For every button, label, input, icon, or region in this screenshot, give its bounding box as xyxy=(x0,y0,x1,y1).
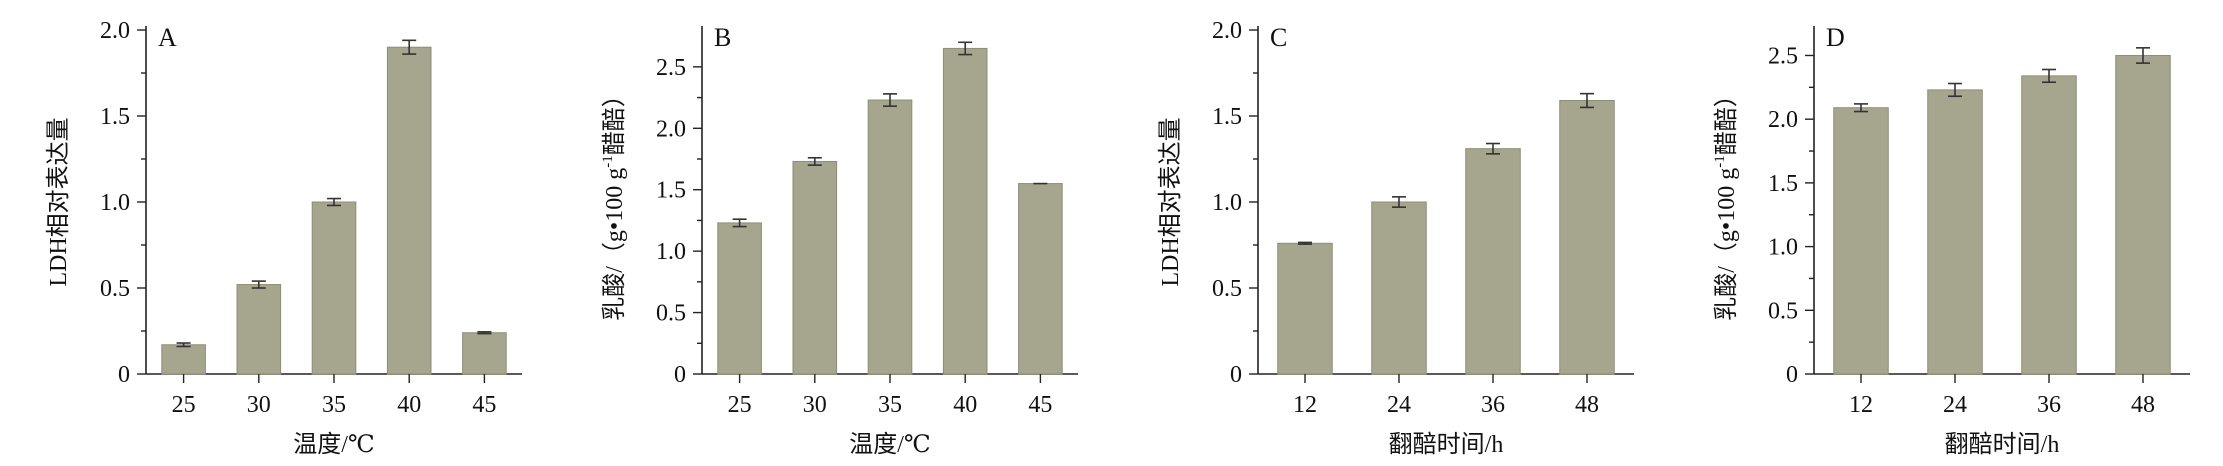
chart-b-bar xyxy=(792,160,838,375)
chart-c-y-axis-title: LDH相对表达量 xyxy=(1157,117,1184,286)
chart-a-bar xyxy=(386,46,432,375)
chart-a-bar xyxy=(236,284,282,375)
chart-b-x-tick-label: 35 xyxy=(878,392,902,418)
chart-d-bar xyxy=(1927,89,1983,375)
chart-a-y-tick-label: 0.5 xyxy=(100,276,130,302)
chart-d-x-tick-label: 48 xyxy=(2131,392,2155,418)
chart-d-y-tick-label: 2.5 xyxy=(1768,43,1798,69)
chart-b-y-tick-label: 2.5 xyxy=(656,55,686,81)
chart-d-y-tick-label: 0.5 xyxy=(1768,298,1798,324)
chart-b-bar xyxy=(717,222,762,375)
chart-a-x-tick-label: 30 xyxy=(247,392,271,418)
chart-d-y-tick-label: 1.5 xyxy=(1768,171,1798,197)
chart-a-bar xyxy=(462,332,507,375)
chart-a-panel-letter: A xyxy=(158,23,177,52)
chart-a-x-axis-title: 温度/℃ xyxy=(293,431,375,458)
chart-a-x-tick-label: 35 xyxy=(322,392,346,418)
chart-b-bar xyxy=(942,47,988,375)
chart-a-y-tick-label: 1.5 xyxy=(100,104,130,130)
chart-b-panel-letter: B xyxy=(714,23,731,52)
chart-panel-b: 0 0.5 1.0 1.5 2.0 2.5 25 30 35 40 45 B 温度/℃ 乳酸/（g•100… xyxy=(556,0,1112,466)
chart-c-x-tick-label: 12 xyxy=(1293,392,1317,418)
chart-a-bar xyxy=(311,201,357,375)
chart-d-x-tick-label: 12 xyxy=(1849,392,1873,418)
chart-c-x-tick-label: 24 xyxy=(1387,392,1411,418)
chart-b-bar xyxy=(1018,183,1063,375)
chart-panel-d: 0 0.5 1.0 1.5 2.0 2.5 12 24 36 48 D 翻醅时间/h 乳酸/（g•100… xyxy=(1668,0,2223,466)
chart-d-bar xyxy=(2115,54,2171,375)
chart-c-y-tick-label: 0 xyxy=(1230,362,1242,388)
chart-b-bar xyxy=(867,99,913,375)
chart-b-y-axis-title-sup: -1 xyxy=(600,155,616,168)
chart-c-svg: 0 0.5 1.0 1.5 2.0 12 24 36 48 C 翻醅时间/h LDH相对表达量 xyxy=(1157,18,1634,458)
chart-c-y-axis-title-main: LDH相对表达量 xyxy=(1157,117,1184,286)
chart-a-x-tick-label: 40 xyxy=(397,392,421,418)
chart-d-svg: 0 0.5 1.0 1.5 2.0 2.5 12 24 36 48 D 翻醅时间/h 乳酸/（g•100… xyxy=(1712,23,2190,458)
chart-c-y-tick-label: 1.0 xyxy=(1212,190,1242,216)
chart-d-x-tick-label: 36 xyxy=(2037,392,2061,418)
chart-b-y-axis-title-tail: 醋醅） xyxy=(601,83,628,155)
chart-b-y-axis-title-main: 乳酸/（g•100 g xyxy=(601,168,628,321)
chart-c-y-tick-label: 0.5 xyxy=(1212,276,1242,302)
chart-d-x-tick-label: 24 xyxy=(1943,392,1967,418)
chart-a-y-tick-label: 0 xyxy=(118,362,130,388)
chart-panel-c: 0 0.5 1.0 1.5 2.0 12 24 36 48 C 翻醅时间/h LDH相对表达量 xyxy=(1112,0,1668,466)
chart-b-x-tick-label: 45 xyxy=(1028,392,1052,418)
chart-c-bar xyxy=(1277,242,1333,375)
chart-b-x-axis-title: 温度/℃ xyxy=(849,431,931,458)
chart-c-x-axis-title: 翻醅时间/h xyxy=(1389,431,1504,458)
chart-c-bar xyxy=(1371,201,1427,375)
chart-a-svg: 0 0.5 1.0 1.5 2.0 25 30 35 40 45 A 温度/℃ LDH相对表达量 xyxy=(45,18,522,458)
chart-b-y-tick-label: 0 xyxy=(674,362,686,388)
chart-a-y-axis-title-main: LDH相对表达量 xyxy=(45,117,72,286)
chart-b-y-tick-label: 2.0 xyxy=(656,116,686,142)
chart-c-bar xyxy=(1559,100,1615,375)
chart-b-y-tick-label: 0.5 xyxy=(656,301,686,327)
chart-c-panel-letter: C xyxy=(1270,23,1287,52)
chart-d-x-axis-title: 翻醅时间/h xyxy=(1945,431,2060,458)
chart-b-y-tick-label: 1.0 xyxy=(656,239,686,265)
chart-d-y-axis-title: 乳酸/（g•100 g-1醋醅） xyxy=(1712,83,1740,321)
chart-a-y-axis-title: LDH相对表达量 xyxy=(45,117,72,286)
chart-a-y-tick-label: 1.0 xyxy=(100,190,130,216)
chart-d-y-axis-title-tail: 醋醅） xyxy=(1713,83,1740,155)
chart-d-bar xyxy=(2021,75,2077,375)
chart-d-y-tick-label: 0 xyxy=(1786,362,1798,388)
chart-b-svg: 0 0.5 1.0 1.5 2.0 2.5 25 30 35 40 45 B 温度/℃ 乳酸/（g•100… xyxy=(600,23,1078,458)
chart-a-x-tick-label: 45 xyxy=(472,392,496,418)
chart-b-y-axis-title: 乳酸/（g•100 g-1醋醅） xyxy=(600,83,628,321)
chart-a-x-tick-label: 25 xyxy=(172,392,196,418)
chart-d-y-axis-title-main: 乳酸/（g•100 g xyxy=(1713,168,1740,321)
chart-d-bar xyxy=(1833,107,1889,375)
chart-a-y-tick-label: 2.0 xyxy=(100,18,130,44)
chart-a-bar xyxy=(161,344,206,375)
chart-b-x-tick-label: 25 xyxy=(728,392,752,418)
chart-c-y-tick-label: 2.0 xyxy=(1212,18,1242,44)
chart-c-y-tick-label: 1.5 xyxy=(1212,104,1242,130)
chart-b-y-tick-label: 1.5 xyxy=(656,178,686,204)
chart-c-bar xyxy=(1465,148,1521,375)
chart-b-x-tick-label: 30 xyxy=(803,392,827,418)
chart-d-y-axis-title-sup: -1 xyxy=(1712,155,1728,168)
chart-d-y-tick-label: 1.0 xyxy=(1768,235,1798,261)
chart-d-panel-letter: D xyxy=(1826,23,1845,52)
chart-c-x-tick-label: 48 xyxy=(1575,392,1599,418)
chart-b-x-tick-label: 40 xyxy=(953,392,977,418)
chart-d-y-tick-label: 2.0 xyxy=(1768,107,1798,133)
chart-panel-a: 0 0.5 1.0 1.5 2.0 25 30 35 40 45 A 温度/℃ LDH相对表达量 xyxy=(0,0,556,466)
chart-c-x-tick-label: 36 xyxy=(1481,392,1505,418)
